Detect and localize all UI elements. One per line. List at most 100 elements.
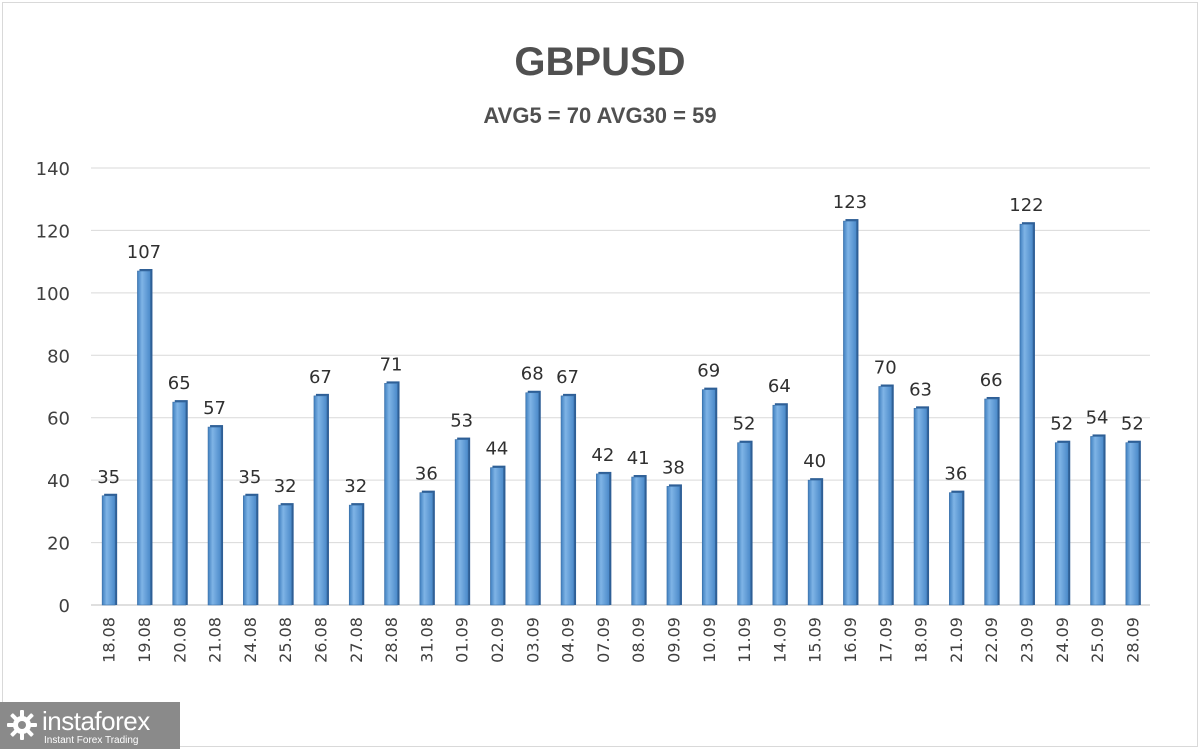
bar — [984, 398, 998, 606]
x-tick-label: 25.09 — [1088, 617, 1107, 663]
data-label: 68 — [521, 364, 544, 385]
data-label: 32 — [344, 476, 367, 497]
data-label: 107 — [127, 242, 161, 263]
data-label: 69 — [697, 361, 720, 382]
bar — [207, 426, 222, 606]
data-label: 42 — [591, 445, 614, 466]
x-tick-label: 21.09 — [947, 617, 966, 663]
bar — [1054, 442, 1069, 606]
bar — [631, 476, 645, 606]
bar — [101, 495, 116, 606]
x-tick-label: 31.08 — [417, 617, 436, 663]
x-tick-label: 28.08 — [382, 617, 401, 663]
y-tick-label: 40 — [47, 471, 70, 492]
data-label: 35 — [238, 467, 261, 488]
x-tick-label: 01.09 — [453, 617, 472, 663]
x-tick-label: 23.09 — [1017, 617, 1036, 663]
y-tick-label: 140 — [36, 159, 70, 180]
bar — [525, 392, 540, 606]
x-tick-label: 18.08 — [100, 617, 119, 663]
x-tick-label: 18.09 — [912, 617, 931, 663]
y-tick-label: 0 — [59, 596, 70, 617]
data-label: 41 — [627, 448, 650, 469]
data-label: 64 — [768, 376, 791, 397]
y-tick-label: 100 — [36, 284, 70, 305]
data-label: 52 — [1121, 414, 1144, 435]
bar — [384, 383, 398, 606]
x-tick-label: 22.09 — [982, 617, 1001, 663]
data-label: 53 — [450, 411, 473, 432]
bar — [807, 479, 822, 606]
x-tick-label: 24.09 — [1053, 617, 1072, 663]
x-tick-label: 15.09 — [806, 617, 825, 663]
bar — [878, 386, 893, 606]
logo-brand: instaforex — [42, 706, 150, 736]
x-tick-label: 04.09 — [559, 617, 578, 663]
x-tick-label: 20.08 — [170, 617, 189, 663]
bar — [454, 439, 469, 606]
x-tick-label: 17.09 — [876, 617, 895, 663]
x-tick-label: 25.08 — [276, 617, 295, 663]
bar — [843, 220, 857, 606]
x-tick-label: 10.09 — [700, 617, 719, 663]
bar — [490, 467, 504, 606]
y-tick-label: 20 — [47, 534, 70, 555]
data-label: 67 — [556, 367, 579, 388]
x-axis-ticks: 18.08 19.08 20.08 21.08 24.08 25.08 26.08 27.08… — [100, 617, 1143, 663]
data-label: 71 — [380, 354, 403, 375]
data-label: 44 — [485, 439, 508, 460]
data-label: 57 — [203, 398, 226, 419]
bar — [1090, 436, 1104, 606]
bar — [419, 492, 434, 606]
chart-title: GBPUSD — [514, 40, 686, 84]
x-tick-label: 07.09 — [594, 617, 613, 663]
data-label: 32 — [274, 476, 297, 497]
bar — [949, 492, 963, 606]
bar — [278, 504, 292, 606]
gear-icon — [7, 710, 37, 740]
bar — [172, 401, 187, 606]
x-tick-label: 11.09 — [735, 617, 754, 663]
bar — [772, 404, 787, 606]
instaforex-logo: instaforex Instant Forex Trading — [0, 702, 180, 749]
bars — [101, 219, 1141, 606]
data-label: 122 — [1009, 195, 1043, 216]
logo-tagline: Instant Forex Trading — [44, 735, 139, 746]
data-label: 67 — [309, 367, 332, 388]
bar — [313, 395, 328, 606]
y-tick-label: 80 — [47, 346, 70, 367]
data-labels: 35 107 65 57 35 32 67 32 71 36 53 44 68 67 42 41 38 69 52 6… — [97, 192, 1144, 497]
x-tick-label: 09.09 — [664, 617, 683, 663]
y-axis-ticks: 0 20 40 60 80 100 120 140 — [36, 159, 70, 617]
data-label: 52 — [733, 414, 756, 435]
bar — [348, 504, 363, 606]
data-label: 38 — [662, 457, 685, 478]
bar — [913, 408, 928, 606]
x-tick-label: 16.09 — [841, 617, 860, 663]
x-tick-label: 21.08 — [206, 617, 225, 663]
x-tick-label: 26.08 — [311, 617, 330, 663]
x-tick-label: 27.08 — [347, 617, 366, 663]
bar — [560, 395, 575, 606]
x-tick-label: 24.08 — [241, 617, 260, 663]
x-tick-label: 08.09 — [629, 617, 648, 663]
bar — [701, 389, 716, 606]
data-label: 70 — [874, 358, 897, 379]
x-tick-label: 14.09 — [770, 617, 789, 663]
data-label: 65 — [168, 373, 191, 394]
data-label: 40 — [803, 451, 826, 472]
data-label: 66 — [980, 370, 1003, 391]
bar — [666, 486, 681, 606]
bar — [243, 495, 257, 606]
bar — [1019, 223, 1034, 606]
chart-subtitle: AVG5 = 70 AVG30 = 59 — [483, 103, 717, 128]
bar — [137, 270, 151, 606]
gridlines — [91, 167, 1150, 606]
data-label: 35 — [97, 467, 120, 488]
bar — [737, 442, 751, 606]
data-label: 36 — [415, 464, 438, 485]
data-label: 52 — [1050, 414, 1073, 435]
y-tick-label: 120 — [36, 221, 70, 242]
